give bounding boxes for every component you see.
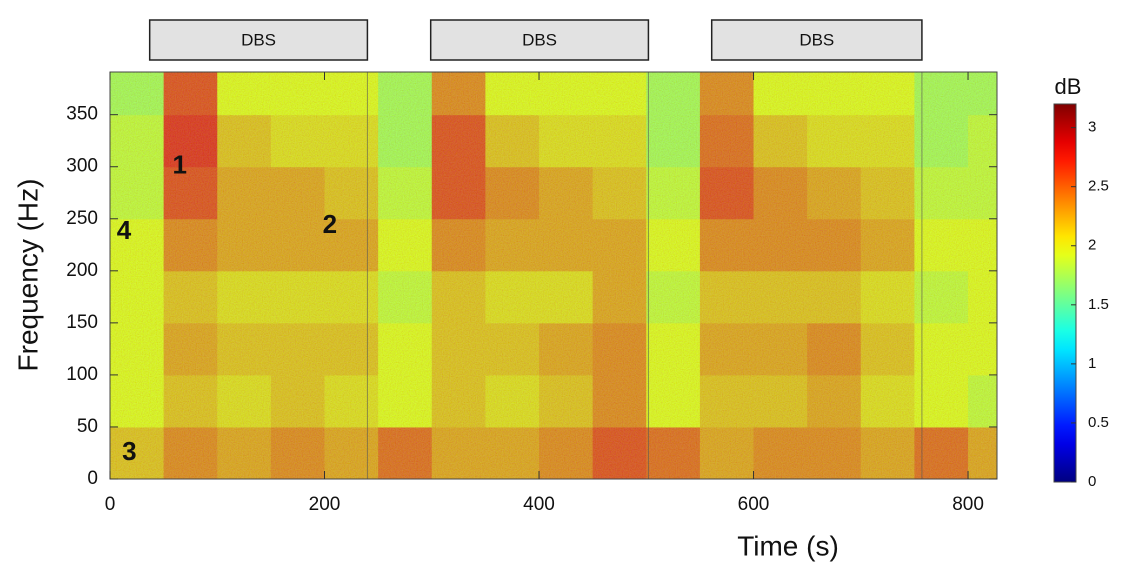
stim-box	[429, 19, 650, 61]
x-tick-label: 400	[523, 494, 555, 515]
colorbar-tick-label: 2.5	[1088, 178, 1109, 195]
noise-texture	[110, 72, 997, 479]
annotation: 4	[117, 215, 132, 245]
stim-label: DBS	[522, 30, 557, 49]
y-tick-label: 250	[66, 208, 98, 229]
colorbar-tick-label: 2	[1088, 237, 1096, 254]
y-tick-label: 0	[87, 468, 98, 489]
colorbar-tick-label: 1.5	[1088, 296, 1109, 313]
colorbar-tick-label: 0	[1088, 473, 1096, 490]
colorbar	[1053, 103, 1077, 483]
y-tick-label: 300	[66, 156, 98, 177]
y-axis-label: Frequency (Hz)	[12, 179, 43, 372]
stim-box	[710, 19, 923, 61]
stim-label: DBS	[799, 30, 834, 49]
y-tick-label: 150	[66, 312, 98, 333]
stim-box	[148, 19, 369, 61]
colorbar-label: dB	[1055, 74, 1082, 99]
x-tick-label: 200	[309, 494, 341, 515]
x-tick-label: 600	[738, 494, 770, 515]
colorbar-tick-label: 3	[1088, 119, 1096, 136]
stim-label: DBS	[241, 30, 276, 49]
x-tick-label: 800	[952, 494, 984, 515]
annotation: 1	[172, 150, 186, 180]
x-axis-label: Time (s)	[737, 530, 839, 561]
separators	[366, 72, 923, 479]
annotation: 3	[122, 436, 136, 466]
y-tick-label: 200	[66, 260, 98, 281]
colorbar-tick-label: 0.5	[1088, 414, 1109, 431]
colorbar-tick-label: 1	[1088, 355, 1096, 372]
annotation: 2	[323, 209, 337, 239]
y-tick-label: 350	[66, 104, 98, 125]
y-tick-label: 100	[66, 364, 98, 385]
x-tick-label: 0	[105, 494, 116, 515]
plot-frame	[109, 71, 998, 480]
y-tick-label: 50	[77, 416, 98, 437]
